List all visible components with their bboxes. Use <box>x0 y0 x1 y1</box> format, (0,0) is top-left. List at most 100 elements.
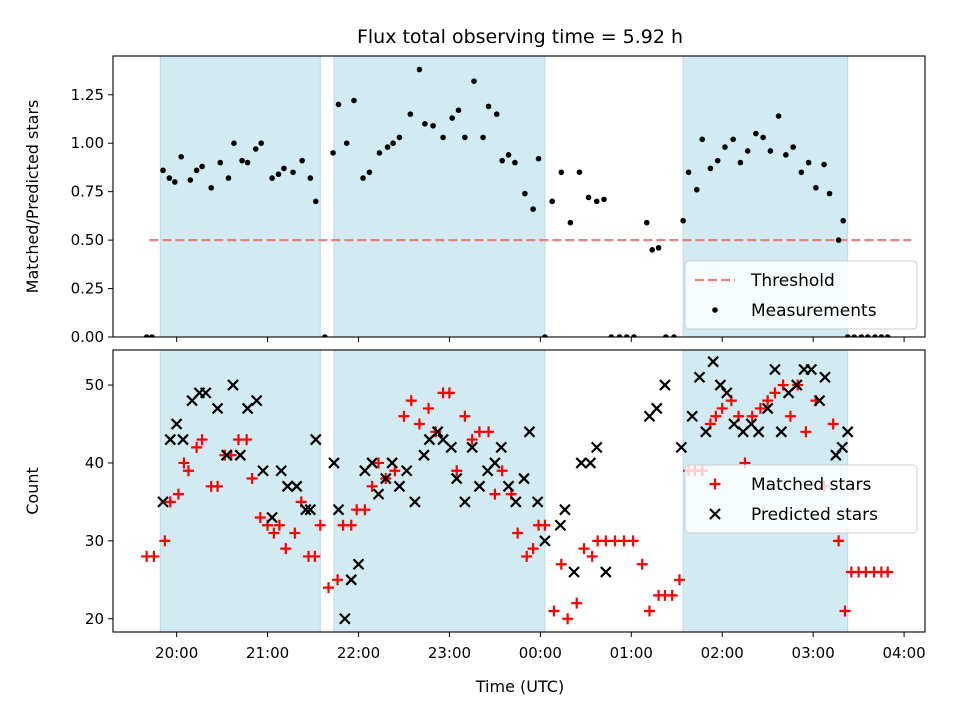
bottom-point-0-68 <box>643 605 655 617</box>
chart-title: Flux total observing time = 5.92 h <box>357 26 683 48</box>
bottom-point-1-60 <box>650 402 663 415</box>
bottom-point-0-52 <box>521 550 533 562</box>
bottom-point-0-3 <box>164 496 176 508</box>
bottom-point-0-77 <box>710 410 722 422</box>
top-point-0-89 <box>821 161 827 168</box>
top-legend: Threshold Measurements <box>684 260 918 330</box>
top-point-0-59 <box>593 198 600 205</box>
top-point-0-81 <box>760 134 766 141</box>
top-point-0-33 <box>390 140 396 147</box>
top-point-0-42 <box>462 134 468 141</box>
bottom-point-0-7 <box>191 441 203 453</box>
bottom-point-1-38 <box>445 441 458 454</box>
top-point-0-2 <box>160 167 166 174</box>
bottom-point-0-8 <box>196 434 208 446</box>
top-point-0-71 <box>685 169 692 176</box>
top-point-0-57 <box>576 169 583 176</box>
bottom-point-1-40 <box>459 496 471 508</box>
top-point-0-14 <box>244 159 251 166</box>
top-point-0-24 <box>322 334 328 337</box>
top-point-0-75 <box>714 157 721 164</box>
bottom-point-1-6 <box>199 387 212 399</box>
top-point-0-84 <box>783 152 789 158</box>
top-y-tick-label-5: 1.25 <box>71 86 104 104</box>
top-point-0-31 <box>376 150 383 156</box>
bottom-point-1-34 <box>418 449 430 461</box>
bottom-point-1-29 <box>380 472 392 485</box>
bottom-y-tick-label-1: 30 <box>85 532 104 550</box>
top-point-0-3 <box>166 175 173 181</box>
top-point-0-74 <box>707 165 714 172</box>
top-point-0-15 <box>252 146 259 152</box>
top-point-0-68 <box>663 334 669 337</box>
bottom-point-0-60 <box>578 543 590 555</box>
bottom-point-1-36 <box>431 426 444 438</box>
x-axis-label: Time (UTC) <box>475 677 564 696</box>
x-tick-label-1: 21:00 <box>246 644 289 662</box>
top-point-0-4 <box>172 179 178 185</box>
bottom-point-1-53 <box>559 503 571 516</box>
bottom-point-0-20 <box>280 543 292 555</box>
bottom-series-x <box>157 355 854 625</box>
top-point-0-25 <box>330 150 336 156</box>
bottom-point-0-29 <box>345 519 357 531</box>
top-point-0-36 <box>416 66 423 73</box>
top-point-0-97 <box>872 334 878 337</box>
top-point-0-80 <box>753 130 759 137</box>
bottom-point-0-83 <box>754 402 766 414</box>
bottom-point-0-84 <box>762 395 774 407</box>
bottom-point-1-48 <box>518 472 530 485</box>
top-point-0-30 <box>366 169 373 176</box>
bottom-point-1-0 <box>157 496 169 508</box>
x-tick-label-7: 03:00 <box>792 644 835 662</box>
bottom-point-0-72 <box>673 574 685 586</box>
top-point-0-40 <box>449 115 455 121</box>
top-series-dot <box>143 66 891 337</box>
bottom-shaded-interval-0 <box>159 350 321 632</box>
top-point-0-9 <box>208 184 215 191</box>
bottom-point-1-28 <box>372 488 385 500</box>
bottom-point-1-19 <box>304 503 317 516</box>
bottom-point-1-3 <box>177 433 189 446</box>
top-point-0-28 <box>351 97 357 104</box>
bottom-point-0-49 <box>496 465 508 477</box>
bottom-point-0-25 <box>314 519 326 531</box>
bottom-point-1-57 <box>590 441 603 454</box>
bottom-point-1-58 <box>600 566 612 578</box>
bottom-point-0-67 <box>636 558 648 570</box>
top-point-0-29 <box>360 175 366 181</box>
bottom-point-0-38 <box>413 418 425 430</box>
top-point-0-62 <box>616 334 623 337</box>
top-point-0-48 <box>505 152 512 158</box>
top-point-0-27 <box>343 140 350 147</box>
top-point-0-58 <box>585 194 592 201</box>
bottom-point-0-59 <box>571 597 583 609</box>
top-point-0-98 <box>878 334 885 337</box>
bottom-point-1-25 <box>352 558 365 571</box>
bottom-point-1-51 <box>539 535 551 547</box>
top-point-0-49 <box>512 159 518 166</box>
bottom-point-1-79 <box>805 363 818 376</box>
top-point-0-90 <box>826 190 833 197</box>
bottom-point-0-6 <box>182 465 194 477</box>
bottom-point-0-39 <box>423 402 435 414</box>
top-legend-box <box>684 260 918 330</box>
bottom-point-1-39 <box>450 472 463 485</box>
top-point-0-41 <box>455 107 462 114</box>
top-point-0-66 <box>649 246 656 253</box>
top-point-0-67 <box>655 245 662 251</box>
top-point-0-52 <box>535 155 542 162</box>
top-point-0-60 <box>601 196 607 203</box>
bottom-point-0-2 <box>159 535 171 547</box>
top-point-0-61 <box>608 334 615 337</box>
bottom-point-1-62 <box>675 441 688 454</box>
top-point-0-26 <box>335 101 342 108</box>
bottom-point-0-93 <box>833 535 845 547</box>
top-point-0-47 <box>499 157 505 164</box>
bottom-y-tick-label-2: 40 <box>85 454 104 472</box>
bottom-point-0-44 <box>459 410 471 422</box>
top-point-0-20 <box>290 169 296 176</box>
top-point-0-13 <box>239 157 245 164</box>
top-point-0-88 <box>813 184 819 191</box>
bottom-point-0-15 <box>246 473 258 485</box>
